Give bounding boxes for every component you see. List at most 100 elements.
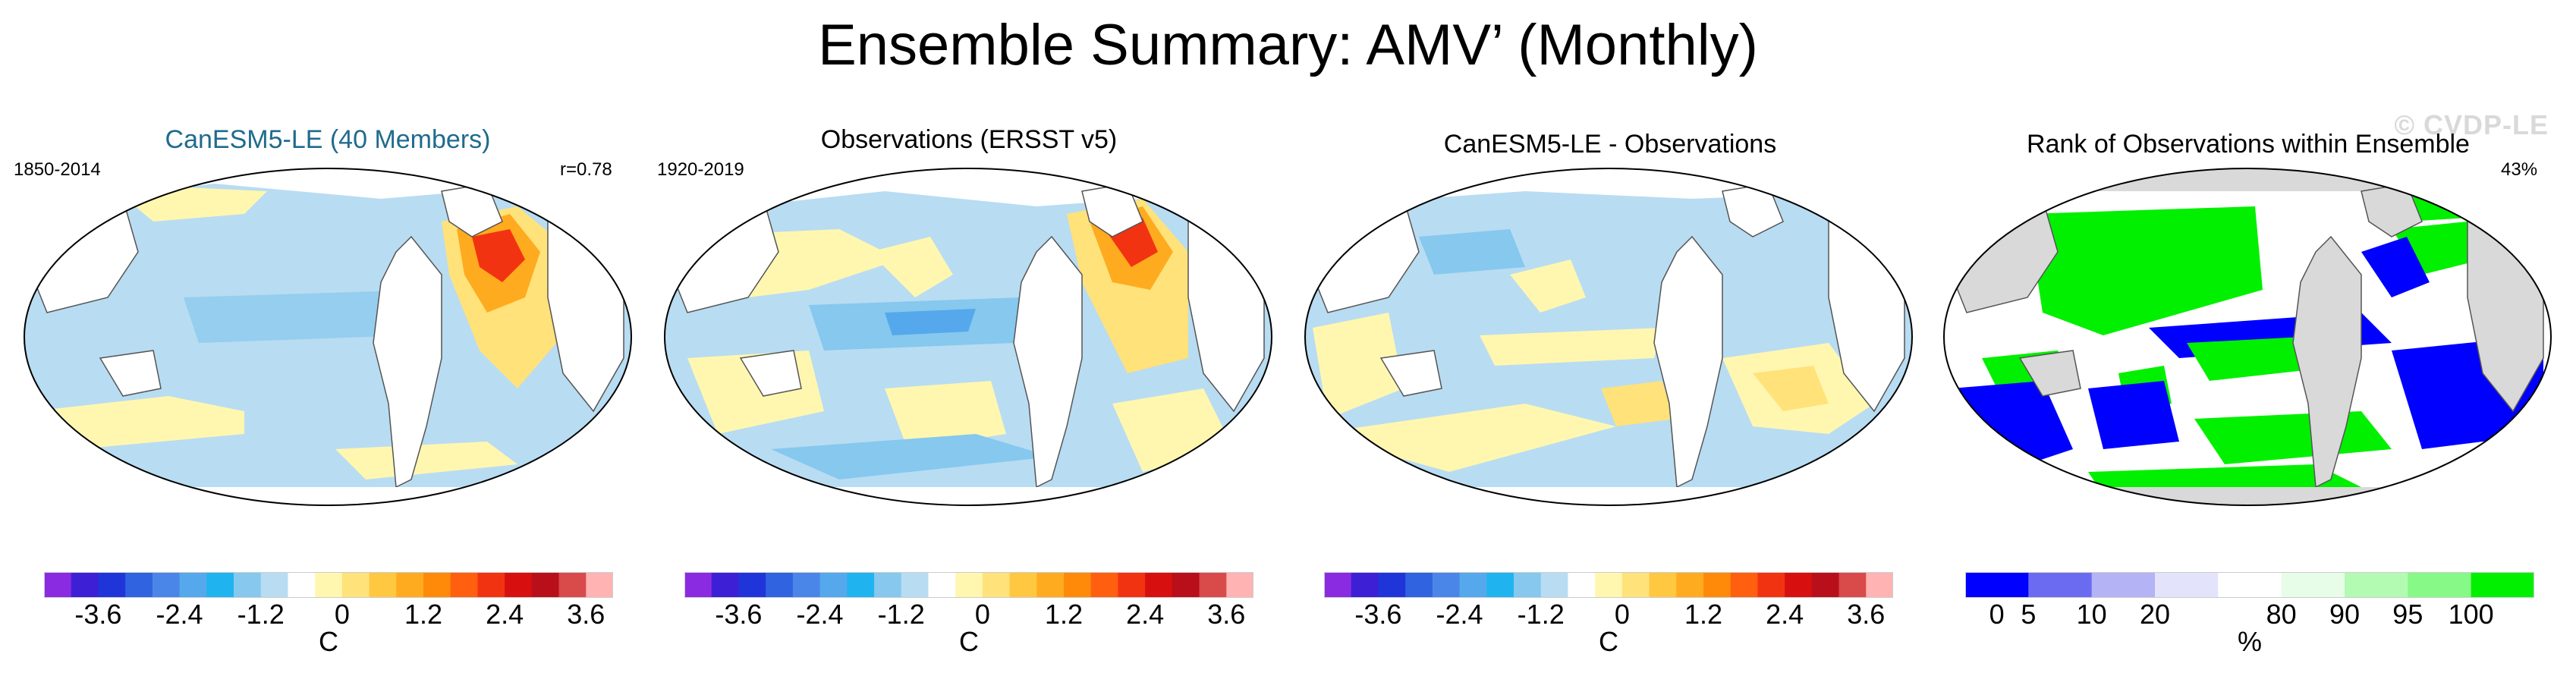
colorbar-2-swatch-13	[1009, 573, 1037, 597]
colorbar-1-tick-label: 0	[334, 599, 350, 630]
colorbar-4-tick-label: 95	[2392, 599, 2423, 630]
panel-1-period: 1850-2014	[14, 159, 101, 180]
colorbar-panel-2	[684, 572, 1253, 598]
colorbar-3-swatch-16	[1730, 573, 1758, 597]
colorbar-2-tick-label: -1.2	[877, 599, 925, 630]
panel-2-title: Observations (ERSST v5)	[820, 125, 1118, 154]
colorbar-2-tick-label: -3.6	[715, 599, 763, 630]
colorbar-4-tick-label: 0	[1989, 599, 2005, 630]
colorbar-4-swatch-8	[2408, 573, 2472, 597]
colorbar-3-tick-label: -1.2	[1517, 599, 1565, 630]
colorbar-3-tick-label: 1.2	[1684, 599, 1723, 630]
colorbar-2-swatch-18	[1145, 573, 1173, 597]
colorbar-2-swatch-10	[928, 573, 956, 597]
colorbar-3-swatch-1	[1324, 573, 1352, 597]
colorbar-1-swatch-19	[531, 573, 560, 597]
colorbar-1-tick-label: -3.6	[74, 599, 122, 630]
colorbar-2-tick-label: 0	[974, 599, 990, 630]
colorbar-1-tick-label: 1.2	[404, 599, 443, 630]
colorbar-2-swatch-6	[819, 573, 848, 597]
colorbar-4-swatch-7	[2345, 573, 2408, 597]
colorbar-2-swatch-15	[1064, 573, 1092, 597]
colorbar-3-tick-label: -2.4	[1436, 599, 1483, 630]
colorbar-4-swatch-4	[2155, 573, 2219, 597]
colorbar-4-swatch-2	[2028, 573, 2093, 597]
colorbar-2-unit: C	[959, 626, 979, 657]
colorbar-4-unit: %	[2237, 626, 2263, 657]
colorbar-1-swatch-11	[315, 573, 343, 597]
colorbar-2-tick-label: 1.2	[1044, 599, 1084, 630]
colorbar-3-swatch-11	[1595, 573, 1623, 597]
colorbar-1-tick-label: -2.4	[156, 599, 203, 630]
colorbar-panel-3	[1324, 572, 1893, 598]
panel-2-period: 1920-2019	[657, 159, 744, 180]
colorbar-1-tick-label: -1.2	[237, 599, 285, 630]
colorbar-3-swatch-2	[1351, 573, 1379, 597]
colorbar-4-tick-label: 20	[2139, 599, 2171, 630]
colorbar-2-swatch-21	[1226, 573, 1253, 597]
colorbar-2-tick-label: 2.4	[1126, 599, 1165, 630]
colorbar-3-unit: C	[1599, 626, 1618, 657]
panel-1-correlation: r=0.78	[560, 159, 612, 180]
colorbar-3-swatch-3	[1378, 573, 1406, 597]
colorbar-2-swatch-1	[684, 573, 712, 597]
colorbar-1-swatch-10	[288, 573, 316, 597]
colorbar-3-tick-label: 2.4	[1766, 599, 1804, 630]
colorbar-1-swatch-4	[125, 573, 153, 597]
map-panel-1	[24, 168, 632, 506]
colorbar-3-swatch-14	[1676, 573, 1704, 597]
colorbar-panel-4	[1965, 572, 2534, 598]
colorbar-2-swatch-4	[766, 573, 794, 597]
colorbar-1-swatch-7	[206, 573, 234, 597]
colorbar-1-swatch-16	[450, 573, 478, 597]
colorbar-1-swatch-2	[71, 573, 99, 597]
colorbar-1-tick-label: 3.6	[567, 599, 605, 630]
colorbar-4-tick-label: 5	[2021, 599, 2037, 630]
colorbar-1-swatch-8	[234, 573, 262, 597]
colorbar-3-swatch-19	[1811, 573, 1840, 597]
watermark: © CVDP-LE	[2394, 109, 2549, 140]
colorbar-1-unit: C	[319, 626, 338, 657]
colorbar-1-swatch-5	[152, 573, 181, 597]
colorbar-4-tick-label: 100	[2448, 599, 2494, 630]
map-panel-3	[1304, 168, 1913, 506]
colorbar-3-swatch-21	[1866, 573, 1893, 597]
colorbar-3-swatch-17	[1757, 573, 1785, 597]
colorbar-2-swatch-12	[982, 573, 1011, 597]
colorbar-1-swatch-15	[423, 573, 451, 597]
colorbar-4-tick-label: 90	[2329, 599, 2361, 630]
colorbar-4-swatch-6	[2281, 573, 2345, 597]
colorbar-1-swatch-1	[44, 573, 72, 597]
colorbar-3-swatch-6	[1459, 573, 1487, 597]
panel-4-title: Rank of Observations within Ensemble	[2027, 130, 2470, 159]
colorbar-1-swatch-21	[586, 573, 613, 597]
colorbar-4-swatch-9	[2471, 573, 2534, 597]
colorbar-2-swatch-7	[847, 573, 875, 597]
colorbar-3-swatch-8	[1514, 573, 1542, 597]
colorbar-3-tick-label: 0	[1614, 599, 1630, 630]
colorbar-1-swatch-9	[260, 573, 288, 597]
colorbar-4-tick-label: 10	[2076, 599, 2107, 630]
colorbar-3-tick-label: 3.6	[1847, 599, 1886, 630]
map-panel-4	[1943, 168, 2552, 506]
panel-1-title: CanESM5-LE (40 Members)	[165, 125, 491, 154]
colorbar-2-swatch-11	[955, 573, 983, 597]
colorbar-3-swatch-9	[1540, 573, 1568, 597]
colorbar-2-swatch-2	[711, 573, 739, 597]
colorbar-2-swatch-14	[1036, 573, 1065, 597]
colorbar-3-swatch-13	[1649, 573, 1677, 597]
colorbar-4-tick-label: 80	[2266, 599, 2297, 630]
colorbar-1-swatch-14	[396, 573, 424, 597]
colorbar-2-swatch-9	[901, 573, 929, 597]
colorbar-2-swatch-20	[1199, 573, 1227, 597]
colorbar-2-tick-label: -2.4	[796, 599, 844, 630]
colorbar-3-swatch-10	[1568, 573, 1596, 597]
panel-4-percent: 43%	[2501, 159, 2538, 180]
colorbar-1-swatch-17	[477, 573, 505, 597]
colorbar-2-swatch-19	[1172, 573, 1200, 597]
map-panel-2	[664, 168, 1272, 506]
colorbar-4-swatch-1	[1965, 573, 2029, 597]
colorbar-1-swatch-13	[369, 573, 397, 597]
colorbar-3-swatch-7	[1486, 573, 1514, 597]
panel-3-title: CanESM5-LE - Observations	[1443, 130, 1777, 159]
